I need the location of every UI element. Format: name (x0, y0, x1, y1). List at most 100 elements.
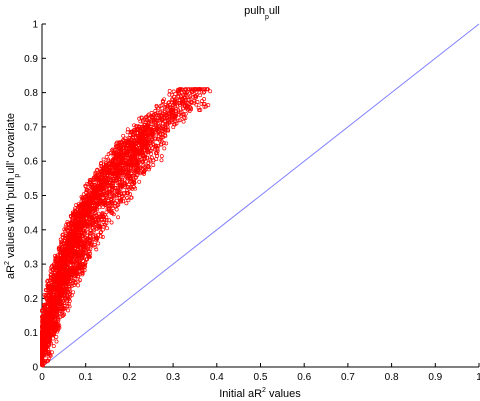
scatter-point (106, 157, 111, 162)
scatter-point (82, 226, 87, 230)
scatter-point (193, 94, 198, 99)
scatter-point (54, 339, 59, 344)
scatter-point (41, 319, 46, 324)
scatter-point (84, 190, 89, 195)
scatter-point (101, 196, 106, 201)
scatter-point (50, 318, 54, 323)
y-tick-label: 0.9 (24, 54, 38, 65)
scatter-point (41, 314, 46, 319)
scatter-point (84, 208, 89, 212)
scatter-point (51, 325, 56, 330)
scatter-point (153, 136, 158, 141)
scatter-point (72, 244, 77, 248)
scatter-point (152, 147, 157, 152)
scatter-point (55, 316, 60, 321)
scatter-point (78, 228, 83, 233)
scatter-point (77, 269, 82, 274)
scatter-point (81, 245, 86, 250)
scatter-point (97, 178, 102, 183)
scatter-point (163, 127, 168, 132)
scatter-point (82, 242, 87, 247)
scatter-point (197, 108, 202, 113)
scatter-point (110, 171, 115, 176)
reference-line (41, 23, 480, 368)
x-tick-label: 0.9 (428, 372, 442, 383)
scatter-point (186, 104, 190, 109)
scatter-point (68, 258, 73, 263)
scatter-point (153, 117, 158, 122)
scatter-point (75, 225, 80, 230)
scatter-point (104, 178, 109, 183)
scatter-point (73, 221, 78, 226)
scatter-point (94, 247, 99, 252)
scatter-point (154, 104, 159, 109)
scatter-point (123, 164, 128, 169)
scatter-point (48, 352, 53, 357)
scatter-point (143, 124, 148, 129)
scatter-point (75, 266, 80, 271)
scatter-point (95, 232, 100, 237)
scatter-point (67, 304, 72, 309)
scatter-point (74, 227, 79, 232)
scatter-point (183, 91, 188, 96)
scatter-point (67, 241, 72, 245)
scatter-point (109, 188, 114, 193)
scatter-point (96, 241, 101, 246)
scatter-point (159, 117, 164, 122)
scatter-point (165, 119, 170, 124)
scatter-point (59, 304, 64, 309)
scatter-point (121, 199, 126, 204)
scatter-point (179, 94, 183, 99)
scatter-point (83, 262, 87, 267)
scatter-point (81, 198, 86, 203)
scatter-point (52, 295, 57, 300)
x-tick-label: 0.7 (341, 372, 355, 383)
x-tick-label: 0.1 (79, 372, 93, 383)
scatter-point (205, 87, 210, 92)
scatter-point (51, 344, 56, 349)
scatter-point (86, 201, 91, 206)
scatter-point (95, 218, 100, 223)
scatter-point (102, 217, 107, 222)
scatter-point (161, 141, 166, 145)
x-tick-label: 0.4 (210, 372, 224, 383)
scatter-point (57, 292, 62, 297)
scatter-point (122, 192, 126, 197)
scatter-point (120, 158, 125, 163)
scatter-point (173, 119, 178, 123)
scatter-point (56, 327, 61, 332)
scatter-point (79, 255, 84, 259)
scatter-point (161, 121, 166, 126)
scatter-point (158, 110, 163, 115)
scatter-point (187, 105, 192, 110)
scatter-point (154, 151, 158, 156)
scatter-point (164, 106, 169, 111)
scatter-point (81, 228, 86, 233)
scatter-point (135, 149, 140, 154)
scatter-point (134, 162, 139, 167)
scatter-point (86, 188, 91, 193)
scatter-point (167, 92, 172, 97)
scatter-point (142, 122, 147, 127)
scatter-point (131, 148, 136, 153)
scatter-point (67, 284, 72, 289)
scatter-point (58, 297, 63, 302)
scatter-point (155, 124, 160, 129)
scatter-point (92, 180, 97, 185)
scatter-point (49, 316, 54, 321)
scatter-point (149, 129, 154, 134)
scatter-point (113, 204, 118, 209)
scatter-point (56, 322, 61, 327)
scatter-point (188, 94, 193, 98)
scatter-point (96, 193, 101, 198)
scatter-point (60, 308, 65, 313)
scatter-point (40, 341, 44, 346)
scatter-point (143, 154, 148, 159)
scatter-point (85, 237, 90, 242)
scatter-point (125, 127, 130, 132)
scatter-point (143, 152, 148, 157)
scatter-point (87, 254, 92, 259)
scatter-point (62, 306, 67, 311)
scatter-point (183, 111, 188, 116)
